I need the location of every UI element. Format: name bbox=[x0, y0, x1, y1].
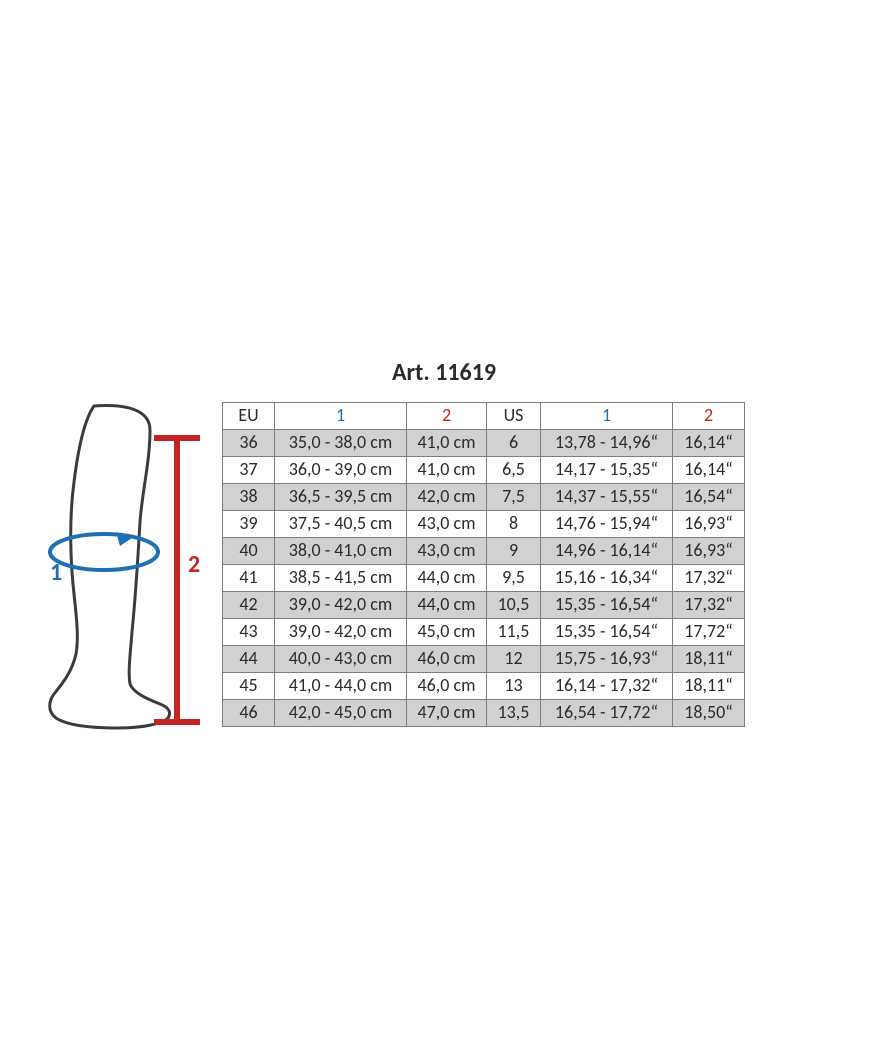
cell-in2: 16,14“ bbox=[673, 430, 745, 457]
cell-eu: 36 bbox=[223, 430, 275, 457]
cell-in2: 16,14“ bbox=[673, 457, 745, 484]
cell-us: 8 bbox=[487, 511, 541, 538]
cell-eu: 41 bbox=[223, 565, 275, 592]
table-row: 4642,0 - 45,0 cm47,0 cm13,516,54 - 17,72… bbox=[223, 700, 745, 727]
cell-cm1: 41,0 - 44,0 cm bbox=[275, 673, 407, 700]
header-eu: EU bbox=[223, 403, 275, 430]
cell-in2: 17,32“ bbox=[673, 592, 745, 619]
cell-in1: 15,16 - 16,34“ bbox=[541, 565, 673, 592]
cell-us: 13 bbox=[487, 673, 541, 700]
cell-in2: 16,93“ bbox=[673, 511, 745, 538]
cell-cm2: 46,0 cm bbox=[407, 673, 487, 700]
cell-us: 9 bbox=[487, 538, 541, 565]
header-in1: 1 bbox=[541, 403, 673, 430]
cell-in1: 16,54 - 17,72“ bbox=[541, 700, 673, 727]
cell-cm1: 38,5 - 41,5 cm bbox=[275, 565, 407, 592]
cell-cm1: 39,0 - 42,0 cm bbox=[275, 619, 407, 646]
cell-in1: 13,78 - 14,96“ bbox=[541, 430, 673, 457]
size-table-body: 3635,0 - 38,0 cm41,0 cm613,78 - 14,96“16… bbox=[223, 430, 745, 727]
height-bar-icon bbox=[154, 438, 200, 722]
cell-in1: 16,14 - 17,32“ bbox=[541, 673, 673, 700]
cell-eu: 38 bbox=[223, 484, 275, 511]
cell-cm1: 37,5 - 40,5 cm bbox=[275, 511, 407, 538]
header-cm2: 2 bbox=[407, 403, 487, 430]
cell-in1: 15,35 - 16,54“ bbox=[541, 619, 673, 646]
size-table-header-row: EU 1 2 US 1 2 bbox=[223, 403, 745, 430]
cell-cm2: 42,0 cm bbox=[407, 484, 487, 511]
size-table: EU 1 2 US 1 2 3635,0 - 38,0 cm41,0 cm613… bbox=[222, 402, 745, 727]
cell-cm1: 38,0 - 41,0 cm bbox=[275, 538, 407, 565]
size-table-wrap: EU 1 2 US 1 2 3635,0 - 38,0 cm41,0 cm613… bbox=[222, 402, 745, 727]
header-in2: 2 bbox=[673, 403, 745, 430]
table-row: 4541,0 - 44,0 cm46,0 cm1316,14 - 17,32“1… bbox=[223, 673, 745, 700]
cell-cm1: 36,5 - 39,5 cm bbox=[275, 484, 407, 511]
cell-cm1: 39,0 - 42,0 cm bbox=[275, 592, 407, 619]
cell-cm2: 44,0 cm bbox=[407, 565, 487, 592]
cell-us: 10,5 bbox=[487, 592, 541, 619]
table-row: 3635,0 - 38,0 cm41,0 cm613,78 - 14,96“16… bbox=[223, 430, 745, 457]
leg-diagram: 1 2 bbox=[32, 402, 204, 732]
cell-eu: 44 bbox=[223, 646, 275, 673]
cell-eu: 46 bbox=[223, 700, 275, 727]
cell-cm2: 44,0 cm bbox=[407, 592, 487, 619]
circumference-icon bbox=[50, 532, 158, 570]
cell-cm2: 46,0 cm bbox=[407, 646, 487, 673]
header-cm1: 1 bbox=[275, 403, 407, 430]
table-row: 3836,5 - 39,5 cm42,0 cm7,514,37 - 15,55“… bbox=[223, 484, 745, 511]
page-title: Art. 11619 bbox=[0, 358, 888, 387]
cell-cm1: 40,0 - 43,0 cm bbox=[275, 646, 407, 673]
cell-us: 6 bbox=[487, 430, 541, 457]
cell-in2: 16,54“ bbox=[673, 484, 745, 511]
table-row: 4038,0 - 41,0 cm43,0 cm914,96 - 16,14“16… bbox=[223, 538, 745, 565]
cell-us: 13,5 bbox=[487, 700, 541, 727]
cell-in2: 18,11“ bbox=[673, 673, 745, 700]
header-us: US bbox=[487, 403, 541, 430]
cell-in1: 14,76 - 15,94“ bbox=[541, 511, 673, 538]
cell-in1: 14,17 - 15,35“ bbox=[541, 457, 673, 484]
table-row: 4239,0 - 42,0 cm44,0 cm10,515,35 - 16,54… bbox=[223, 592, 745, 619]
cell-cm1: 36,0 - 39,0 cm bbox=[275, 457, 407, 484]
cell-eu: 39 bbox=[223, 511, 275, 538]
cell-eu: 43 bbox=[223, 619, 275, 646]
cell-cm2: 41,0 cm bbox=[407, 457, 487, 484]
cell-eu: 45 bbox=[223, 673, 275, 700]
cell-in2: 18,11“ bbox=[673, 646, 745, 673]
cell-cm2: 41,0 cm bbox=[407, 430, 487, 457]
cell-in2: 18,50“ bbox=[673, 700, 745, 727]
cell-us: 12 bbox=[487, 646, 541, 673]
cell-in1: 15,75 - 16,93“ bbox=[541, 646, 673, 673]
table-row: 3937,5 - 40,5 cm43,0 cm814,76 - 15,94“16… bbox=[223, 511, 745, 538]
cell-in2: 17,72“ bbox=[673, 619, 745, 646]
table-row: 4138,5 - 41,5 cm44,0 cm9,515,16 - 16,34“… bbox=[223, 565, 745, 592]
cell-in2: 17,32“ bbox=[673, 565, 745, 592]
diagram-label-1: 1 bbox=[50, 558, 62, 587]
table-row: 4339,0 - 42,0 cm45,0 cm11,515,35 - 16,54… bbox=[223, 619, 745, 646]
cell-cm2: 43,0 cm bbox=[407, 511, 487, 538]
cell-cm2: 47,0 cm bbox=[407, 700, 487, 727]
content-row: 1 2 EU 1 2 US 1 2 3635,0 bbox=[32, 402, 745, 732]
cell-us: 6,5 bbox=[487, 457, 541, 484]
cell-in1: 15,35 - 16,54“ bbox=[541, 592, 673, 619]
cell-eu: 42 bbox=[223, 592, 275, 619]
cell-in1: 14,37 - 15,55“ bbox=[541, 484, 673, 511]
table-row: 4440,0 - 43,0 cm46,0 cm1215,75 - 16,93“1… bbox=[223, 646, 745, 673]
cell-cm2: 43,0 cm bbox=[407, 538, 487, 565]
cell-us: 11,5 bbox=[487, 619, 541, 646]
cell-eu: 37 bbox=[223, 457, 275, 484]
cell-in1: 14,96 - 16,14“ bbox=[541, 538, 673, 565]
cell-eu: 40 bbox=[223, 538, 275, 565]
diagram-label-2: 2 bbox=[188, 550, 200, 579]
cell-us: 7,5 bbox=[487, 484, 541, 511]
cell-cm1: 35,0 - 38,0 cm bbox=[275, 430, 407, 457]
cell-cm2: 45,0 cm bbox=[407, 619, 487, 646]
cell-cm1: 42,0 - 45,0 cm bbox=[275, 700, 407, 727]
cell-us: 9,5 bbox=[487, 565, 541, 592]
cell-in2: 16,93“ bbox=[673, 538, 745, 565]
page: Art. 11619 1 2 bbox=[0, 0, 888, 1053]
table-row: 3736,0 - 39,0 cm41,0 cm6,514,17 - 15,35“… bbox=[223, 457, 745, 484]
